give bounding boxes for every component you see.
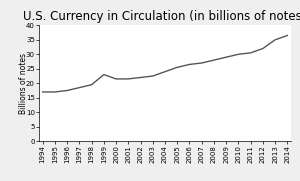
Y-axis label: Billions of notes: Billions of notes — [19, 53, 28, 114]
Title: U.S. Currency in Circulation (in billions of notes): U.S. Currency in Circulation (in billion… — [23, 10, 300, 23]
